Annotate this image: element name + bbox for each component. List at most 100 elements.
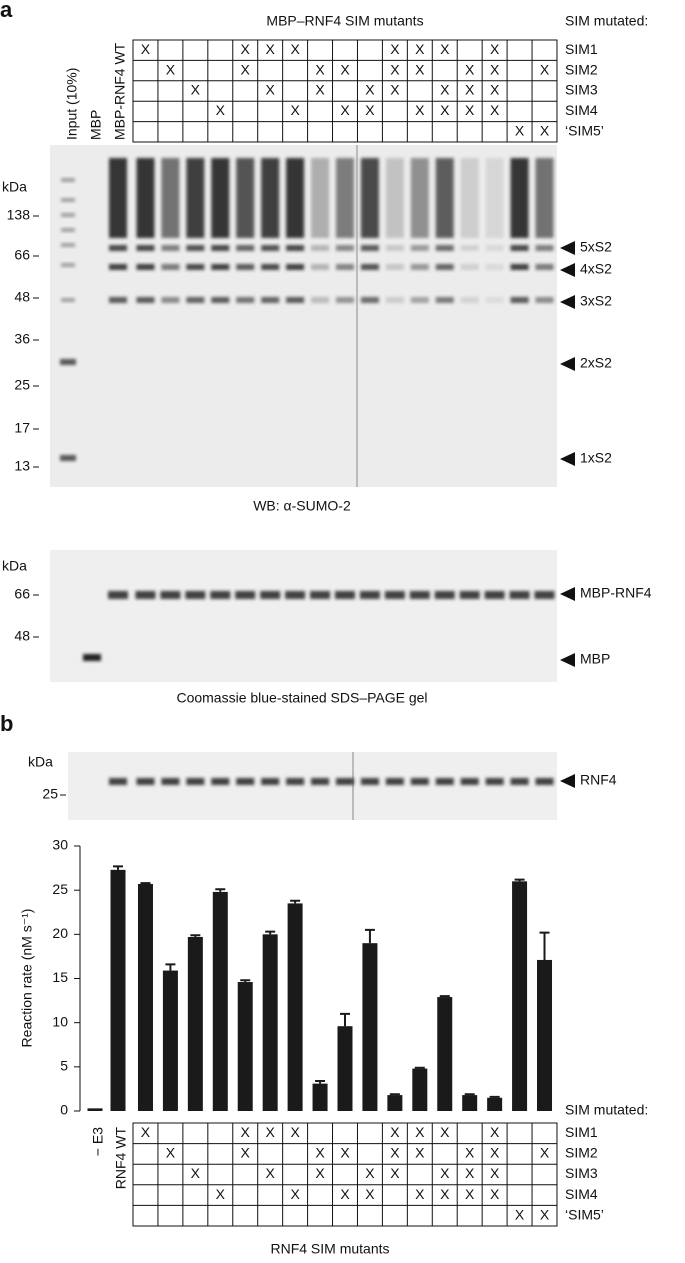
gel-band [510,297,529,303]
cell-mark: X [265,41,275,57]
gel-band [136,264,155,270]
cell-mark: X [440,102,450,118]
panel-label: b [0,711,13,736]
error-bar [190,934,201,937]
gel-band [285,591,306,599]
gel-band [286,297,305,303]
bar [362,943,378,1111]
cell-mark: X [515,1206,525,1222]
cell-mark: X [440,1124,450,1140]
cell-mark: X [465,1165,475,1181]
arrow [560,357,575,371]
cell-mark: X [490,1124,500,1140]
kda-marker: 48 [14,289,30,305]
gel-band [235,591,256,599]
gel-band [61,263,75,267]
band-label: MBP [580,651,610,667]
kda-marker: 13 [14,458,30,474]
gel-band [510,264,529,270]
bar [87,1108,103,1111]
cell-mark: X [540,1206,550,1222]
cell-mark: X [290,102,300,118]
bar [437,997,453,1111]
band-label: 2xS2 [580,355,612,371]
gel-band [335,264,354,270]
gel-band [460,264,479,270]
gel-band [410,245,429,251]
error-bar [265,930,276,935]
mutants-title: MBP–RNF4 SIM mutants [266,13,423,29]
gel-band [261,245,280,251]
bar [212,891,228,1111]
row-label: SIM1 [565,41,598,57]
gel-band [211,264,230,270]
cell-mark: X [390,61,400,77]
gel-smear [385,158,404,238]
kda-marker: 36 [14,331,30,347]
caption: WB: α-SUMO-2 [253,498,351,514]
gel-band [410,297,429,303]
cell-mark: X [340,102,350,118]
cell-mark: X [465,1145,475,1161]
arrow [560,295,575,309]
panel-label: a [0,0,13,22]
y-tick-label: 25 [52,881,68,897]
cell-mark: X [241,41,251,57]
gel-band [385,778,404,785]
gel-band [311,245,330,251]
band-label: 5xS2 [580,239,612,255]
error-bar [315,1079,326,1084]
kda-label: kDa [2,179,27,195]
cell-mark: X [340,1186,350,1202]
cell-mark: X [265,82,275,98]
gel-band [260,591,281,599]
gel-band [186,264,205,270]
bar [262,934,278,1111]
gel-band [109,245,127,251]
lane-label: MBP [88,110,104,140]
rnf4-gel [68,752,557,820]
kda-marker: 138 [7,207,31,223]
cell-mark: X [365,1165,375,1181]
gel-band [535,245,554,251]
x-tick-label: RNF4 WT [113,1127,129,1190]
gel-band [311,297,330,303]
gel-band [435,778,454,785]
cell-mark: X [540,1145,550,1161]
bar [287,903,303,1111]
error-bar [514,878,525,882]
gel-band [61,228,75,232]
bar [137,883,153,1111]
error-bar [464,1093,475,1096]
row-label: ‘SIM5’ [565,1206,604,1222]
error-bar [489,1095,500,1098]
gel-band [509,591,530,599]
cell-mark: X [465,82,475,98]
cell-mark: X [490,1145,500,1161]
gel-band [261,778,280,785]
gel-band [161,778,180,785]
y-tick-label: 5 [60,1058,68,1074]
gel-band [435,297,454,303]
row-label: SIM2 [565,61,598,77]
gel-band [286,778,305,785]
cell-mark: X [465,1186,475,1202]
coomassie-gel [50,550,557,682]
cell-mark: X [141,41,151,57]
gel-band [310,591,331,599]
kda-label: kDa [28,754,53,770]
cell-mark: X [315,61,325,77]
error-bar [290,899,301,904]
cell-mark: X [540,123,550,139]
band-label: 4xS2 [580,261,612,277]
gel-band [211,245,230,251]
bar [537,959,553,1111]
gel-smear [161,158,180,238]
error-bar [240,979,251,983]
gel-band [286,245,305,251]
cell-mark: X [141,1124,151,1140]
row-label: SIM3 [565,1165,598,1181]
lane-label: MBP-RNF4 WT [112,42,128,140]
cell-mark: X [490,61,500,77]
bar [487,1097,503,1111]
